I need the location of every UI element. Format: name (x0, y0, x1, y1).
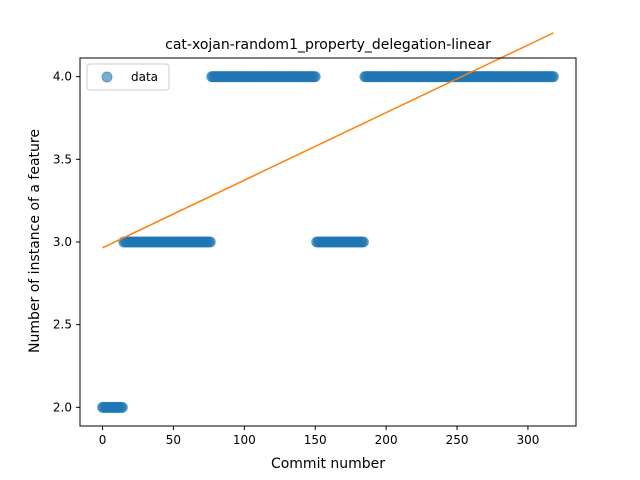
legend-frame (86, 63, 170, 91)
x-axis-ticks: 0 50 100 150 200 250 300 (99, 426, 539, 447)
x-tick-label: 200 (375, 433, 398, 447)
y-tick-label: 2.5 (53, 318, 72, 332)
data-point (547, 71, 559, 83)
x-tick-label: 100 (233, 433, 256, 447)
y-axis-ticks: 2.0 2.5 3.0 3.5 4.0 (53, 70, 80, 414)
legend: data (86, 63, 170, 91)
legend-marker-data (101, 71, 113, 83)
data-point (309, 71, 321, 83)
x-axis-title: Commit number (271, 456, 385, 472)
x-tick-label: 150 (304, 433, 327, 447)
data-point (204, 236, 216, 248)
y-tick-label: 2.0 (53, 400, 72, 414)
x-tick-label: 50 (166, 433, 181, 447)
y-tick-label: 3.0 (53, 235, 72, 249)
chart-title: cat-xojan-random1_property_delegation-li… (165, 37, 491, 53)
y-tick-label: 4.0 (53, 70, 72, 84)
linear-fit-line (102, 32, 554, 249)
legend-entry-data: data (131, 70, 158, 84)
x-tick-label: 300 (516, 433, 539, 447)
plot-area (97, 32, 559, 413)
x-tick-label: 0 (99, 433, 107, 447)
y-tick-label: 3.5 (53, 152, 72, 166)
y-axis-title: Number of instance of a feature (27, 129, 43, 353)
x-tick-label: 250 (446, 433, 469, 447)
data-point (357, 236, 369, 248)
data-point (116, 401, 128, 413)
